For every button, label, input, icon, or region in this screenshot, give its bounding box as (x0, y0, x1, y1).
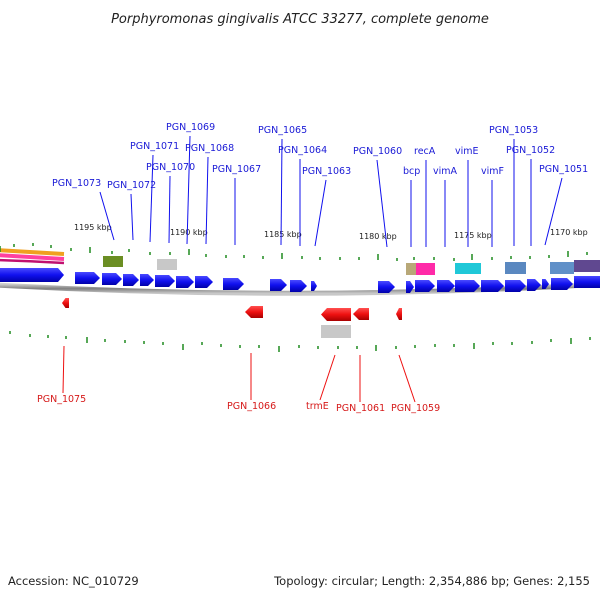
label-leader-line (130, 193, 134, 241)
forward-gene-arrow (0, 268, 64, 282)
forward-gene-arrow (406, 281, 414, 293)
scale-label: 1185 kbp (264, 230, 302, 239)
reverse-gene-arrow (396, 308, 402, 320)
reverse-gene-label: trmE (306, 401, 329, 412)
reverse-gene-arrow (321, 308, 351, 321)
scale-label: 1180 kbp (359, 232, 397, 241)
forward-gene-label: PGN_1068 (185, 143, 234, 154)
forward-gene-arrow (155, 275, 175, 287)
label-leader-line (149, 154, 154, 243)
forward-gene-arrow (505, 280, 526, 292)
forward-gene-arrow (527, 279, 541, 291)
scale-label: 1175 kbp (454, 231, 492, 240)
label-leader-line (280, 138, 283, 246)
forward-gene-label: PGN_1071 (130, 141, 179, 152)
gene-labels: PGN_1073 PGN_1072 PGN_1071 PGN_1070 PGN_1069… (37, 122, 588, 414)
forward-gene-label: PGN_1072 (107, 180, 156, 191)
forward-gene-arrow (415, 280, 435, 292)
forward-gene-label: vimF (481, 166, 504, 177)
reverse-gene-arrow (245, 306, 263, 318)
scale-labels: 1195 kbp 1190 kbp 1185 kbp 1180 kbp 1175 kbp… (74, 223, 588, 241)
forward-gene-arrow (311, 281, 317, 291)
forward-gene-label: PGN_1052 (506, 145, 555, 156)
label-leader-line (544, 177, 563, 246)
reverse-gene-label: PGN_1059 (391, 403, 440, 414)
reverse-gene-label: PGN_1066 (227, 401, 276, 412)
forward-gene-arrow (542, 279, 549, 289)
forward-gene-label: PGN_1067 (212, 164, 261, 175)
gene-arrows (0, 268, 600, 321)
reverse-gene-label: PGN_1075 (37, 394, 86, 405)
forward-gene-label: PGN_1053 (489, 125, 538, 136)
forward-gene-label: PGN_1064 (278, 145, 327, 156)
reverse-gene-arrow (353, 308, 369, 320)
forward-gene-arrow (123, 274, 139, 286)
forward-gene-arrow (481, 280, 504, 292)
forward-gene-label: PGN_1063 (302, 166, 351, 177)
label-leader-line (376, 159, 388, 248)
reverse-gene-label: PGN_1061 (336, 403, 385, 414)
label-leader-line (319, 354, 336, 401)
forward-gene-arrow (437, 280, 455, 292)
scale-label: 1190 kbp (170, 228, 208, 237)
forward-gene-label: PGN_1073 (52, 178, 101, 189)
forward-gene-arrow (378, 281, 395, 293)
accession-text: Accession: NC_010729 (8, 574, 139, 588)
genome-title: Porphyromonas gingivalis ATCC 33277, com… (111, 12, 489, 27)
forward-gene-arrow (574, 276, 600, 288)
label-leader-line (186, 135, 191, 245)
forward-gene-label: bcp (403, 166, 420, 177)
forward-gene-label: recA (414, 146, 436, 157)
forward-gene-label: PGN_1065 (258, 125, 307, 136)
forward-gene-arrow (290, 280, 307, 292)
scale-label: 1195 kbp (74, 223, 112, 232)
label-leader-line (62, 345, 65, 394)
forward-gene-label: vimE (455, 146, 479, 157)
label-leader-line (205, 156, 209, 245)
forward-gene-arrow (102, 273, 122, 285)
forward-gene-arrow (140, 274, 154, 286)
forward-gene-arrow (223, 278, 244, 290)
forward-gene-label: vimA (433, 166, 458, 177)
forward-gene-arrow (551, 278, 573, 290)
label-leader-line (99, 191, 115, 241)
forward-gene-label: PGN_1060 (353, 146, 402, 157)
forward-gene-arrow (455, 280, 480, 292)
forward-gene-arrow (75, 272, 100, 284)
forward-gene-arrow (195, 276, 213, 288)
forward-gene-arrow (270, 279, 287, 291)
label-leader-line (168, 175, 171, 244)
forward-gene-arrow (176, 276, 194, 288)
forward-gene-label: PGN_1051 (539, 164, 588, 175)
scale-ticks (0, 243, 591, 352)
reverse-gene-arrow (62, 298, 69, 308)
outer-feature-arcs (0, 248, 65, 265)
label-leaders (62, 135, 563, 403)
forward-gene-label: PGN_1070 (146, 162, 195, 173)
label-leader-line (314, 179, 327, 247)
topology-summary: Topology: circular; Length: 2,354,886 bp… (273, 574, 590, 588)
scale-label: 1170 kbp (550, 228, 588, 237)
forward-gene-label: PGN_1069 (166, 122, 215, 133)
label-leader-line (398, 354, 416, 403)
feature-blocks (103, 256, 600, 338)
